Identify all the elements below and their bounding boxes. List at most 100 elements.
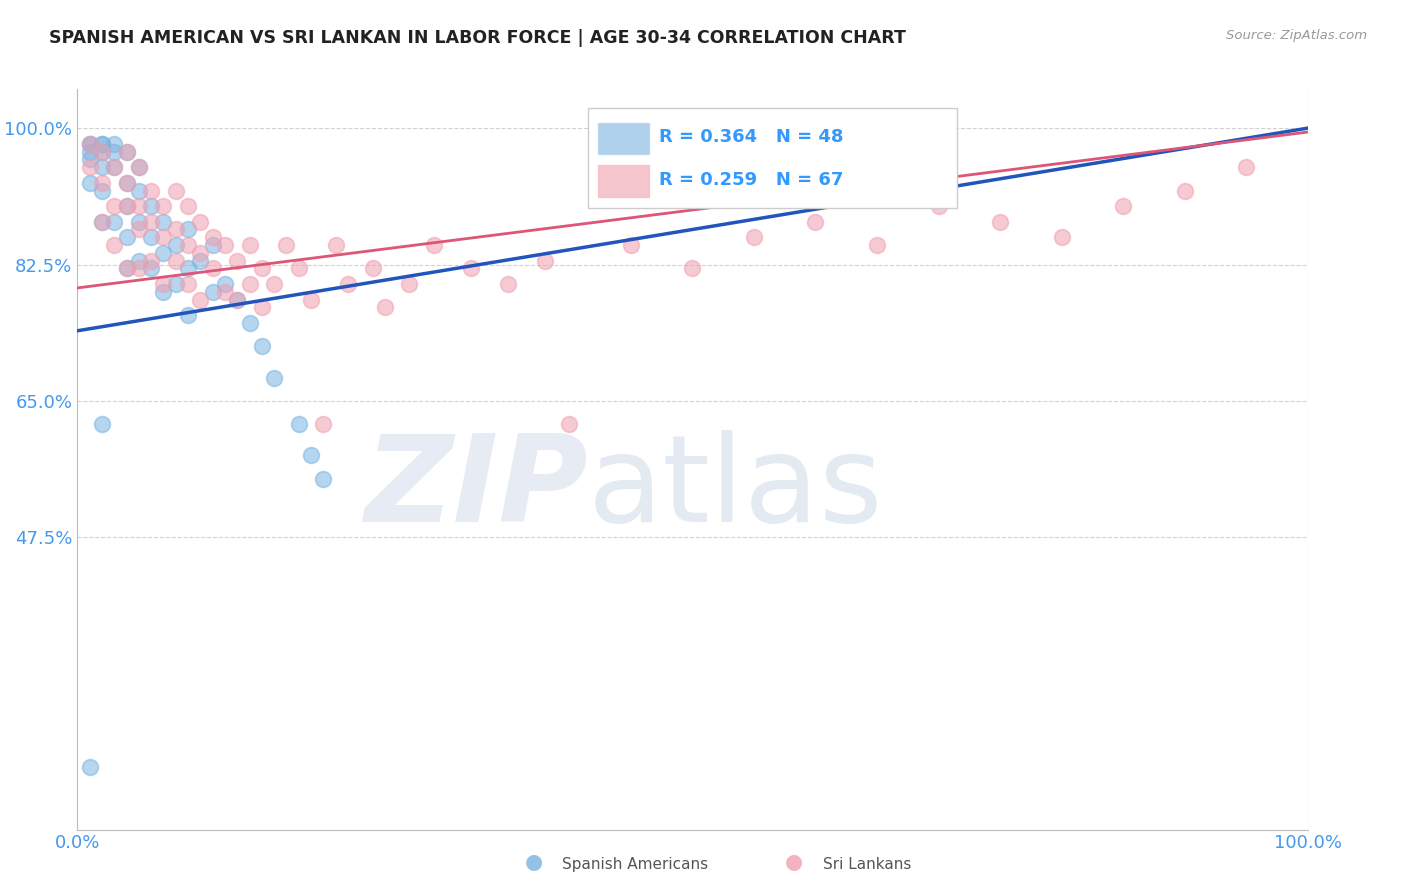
Point <box>276 238 298 252</box>
Point <box>239 238 262 252</box>
Point <box>152 230 174 244</box>
Point <box>79 760 101 774</box>
Point <box>90 145 114 159</box>
Point <box>928 199 950 213</box>
Point <box>128 222 150 236</box>
Point <box>1234 160 1257 174</box>
Point <box>177 277 200 291</box>
Point <box>79 160 101 174</box>
FancyBboxPatch shape <box>598 165 650 196</box>
Point <box>115 230 138 244</box>
Text: Spanish Americans: Spanish Americans <box>562 857 709 872</box>
Text: Source: ZipAtlas.com: Source: ZipAtlas.com <box>1226 29 1367 42</box>
Point <box>239 277 262 291</box>
Point <box>90 176 114 190</box>
Point <box>165 238 187 252</box>
Point <box>188 215 212 229</box>
Point <box>214 277 236 291</box>
Point <box>866 238 889 252</box>
Point <box>141 230 163 244</box>
Point <box>165 253 187 268</box>
Point <box>141 199 163 213</box>
Text: R = 0.259   N = 67: R = 0.259 N = 67 <box>659 171 844 189</box>
Point <box>177 222 200 236</box>
Point <box>201 238 224 252</box>
Point <box>239 316 262 330</box>
Point <box>90 160 114 174</box>
Point <box>128 160 150 174</box>
Point <box>141 184 163 198</box>
Point <box>141 261 163 276</box>
Point <box>1174 184 1197 198</box>
Point <box>90 417 114 432</box>
Point <box>79 136 101 151</box>
Point <box>165 184 187 198</box>
Point <box>90 136 114 151</box>
Point <box>177 238 200 252</box>
Text: R = 0.364   N = 48: R = 0.364 N = 48 <box>659 128 844 146</box>
Point <box>103 160 125 174</box>
Point <box>337 277 360 291</box>
Point <box>374 301 396 315</box>
Point <box>79 153 101 167</box>
Point <box>79 136 101 151</box>
Point <box>103 145 125 159</box>
Point <box>188 293 212 307</box>
Point <box>250 301 273 315</box>
Point <box>534 253 557 268</box>
Point <box>263 370 285 384</box>
Point <box>804 215 827 229</box>
Point <box>250 339 273 353</box>
Point <box>115 145 138 159</box>
Point <box>79 176 101 190</box>
Point <box>201 261 224 276</box>
Point <box>115 176 138 190</box>
Point <box>103 160 125 174</box>
Point <box>226 293 249 307</box>
Point <box>115 199 138 213</box>
Point <box>299 293 322 307</box>
Point <box>90 215 114 229</box>
Point <box>558 417 581 432</box>
Point <box>226 293 249 307</box>
Point <box>299 449 322 463</box>
Point <box>115 145 138 159</box>
Point <box>128 184 150 198</box>
Point <box>103 238 125 252</box>
Point <box>460 261 482 276</box>
Point <box>165 277 187 291</box>
Point <box>152 245 174 260</box>
Point <box>128 215 150 229</box>
FancyBboxPatch shape <box>598 122 650 153</box>
Point <box>115 261 138 276</box>
Point <box>682 261 704 276</box>
Point <box>214 238 236 252</box>
Point <box>79 136 101 151</box>
Point <box>115 176 138 190</box>
Point <box>90 145 114 159</box>
Point <box>1112 199 1135 213</box>
Point <box>988 215 1011 229</box>
Point <box>325 238 347 252</box>
Point <box>152 277 174 291</box>
Point <box>288 261 311 276</box>
Point <box>188 253 212 268</box>
Point <box>742 230 765 244</box>
Point <box>177 261 200 276</box>
Point <box>226 253 249 268</box>
Point <box>103 136 125 151</box>
Text: ZIP: ZIP <box>364 431 588 548</box>
Point <box>128 261 150 276</box>
Point <box>423 238 446 252</box>
Point <box>103 199 125 213</box>
Point <box>103 215 125 229</box>
Text: SPANISH AMERICAN VS SRI LANKAN IN LABOR FORCE | AGE 30-34 CORRELATION CHART: SPANISH AMERICAN VS SRI LANKAN IN LABOR … <box>49 29 905 46</box>
Point <box>90 184 114 198</box>
Text: ●: ● <box>786 853 803 872</box>
Point <box>165 222 187 236</box>
Point <box>128 253 150 268</box>
Point <box>214 285 236 299</box>
Text: Sri Lankans: Sri Lankans <box>823 857 911 872</box>
Point <box>115 261 138 276</box>
Point <box>90 136 114 151</box>
